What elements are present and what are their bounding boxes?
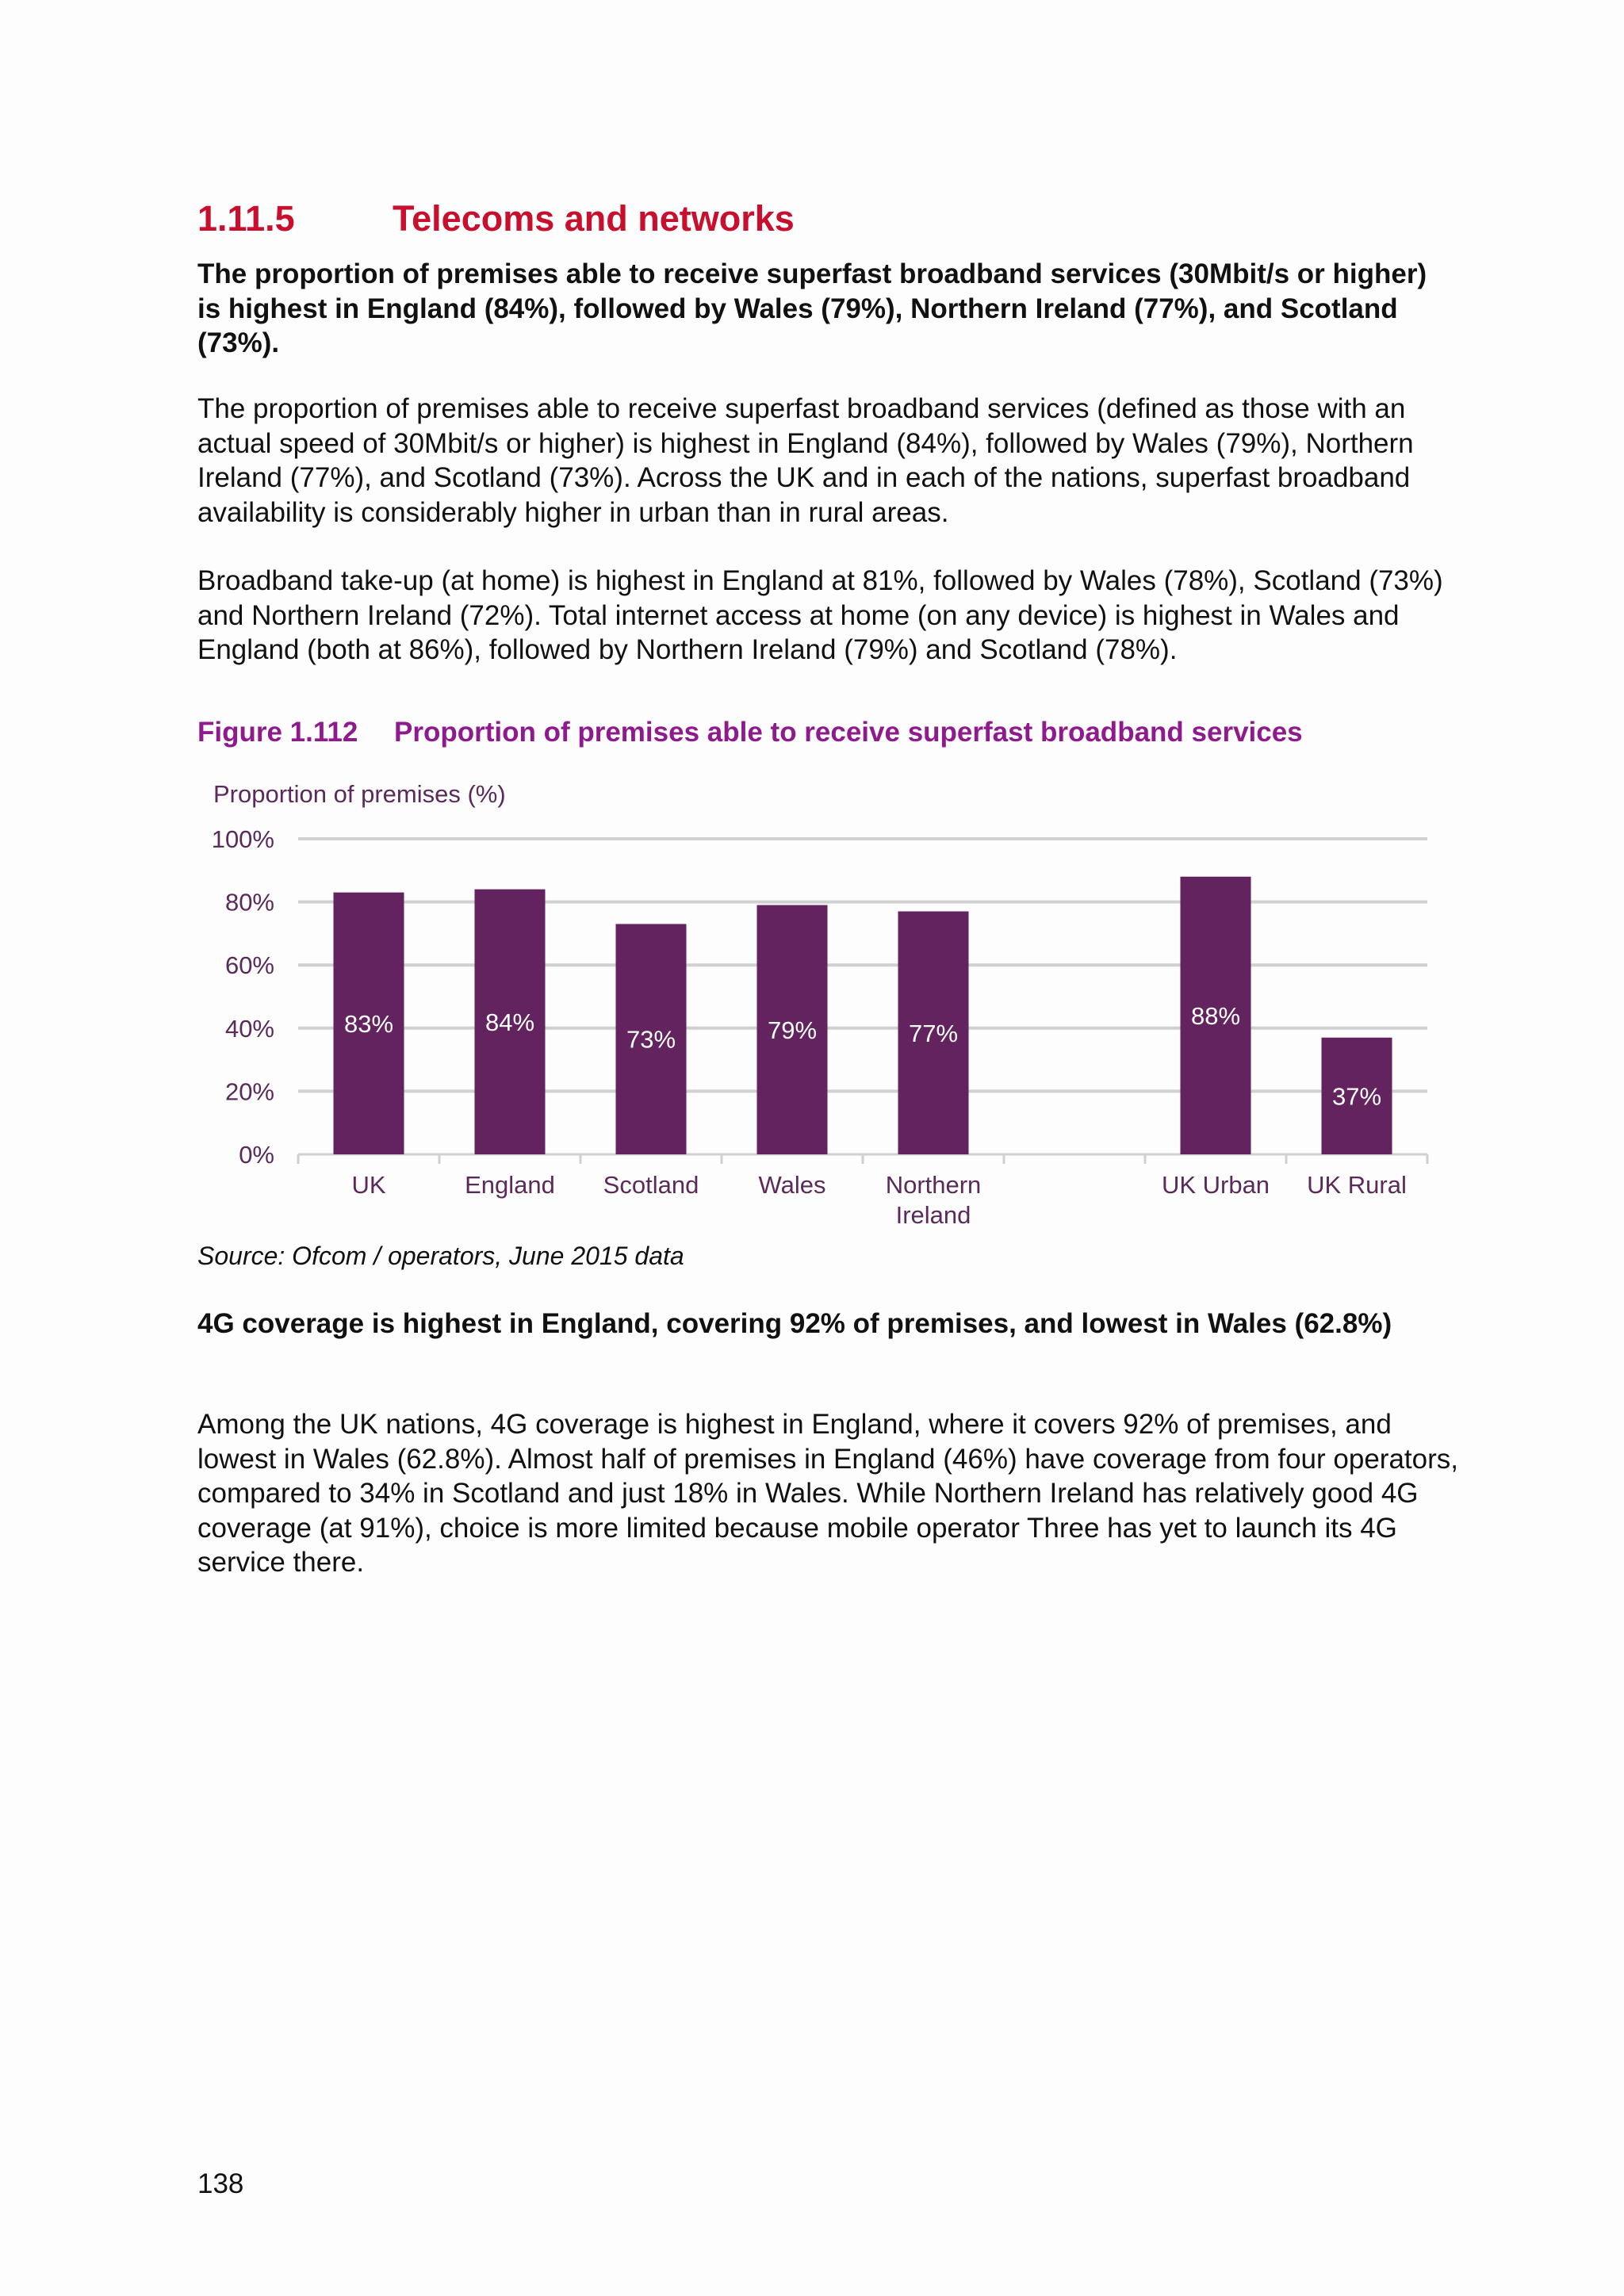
bar [898,911,969,1154]
lead-paragraph: The proportion of premises able to recei… [197,258,1427,358]
data-label: 37% [1332,1082,1381,1110]
data-label: 88% [1191,1002,1240,1030]
y-tick-label: 40% [225,1015,274,1043]
page-number: 138 [197,2168,244,2199]
x-tick-label: England [465,1171,555,1199]
x-tick-label: Wales [759,1171,826,1199]
x-tick-label: UK [351,1171,385,1199]
figure-source: Source: Ofcom / operators, June 2015 dat… [197,1242,684,1270]
data-label: 79% [768,1016,817,1044]
bar [1321,1037,1392,1154]
data-label: 77% [909,1020,958,1047]
data-label: 73% [626,1026,676,1054]
y-tick-label: 80% [225,889,274,916]
y-tick-label: 100% [212,825,274,853]
x-tick-label: UK Rural [1307,1171,1407,1199]
data-label: 83% [344,1010,393,1038]
x-tick-label: Scotland [603,1171,699,1199]
bar [474,889,546,1154]
body-paragraph-2: Broadband take-up (at home) is highest i… [197,565,1443,665]
x-tick-label: Ireland [896,1201,971,1229]
bar [1180,876,1251,1154]
section-heading: 1.11.5 Telecoms and networks [197,195,795,243]
y-axis-title: Proportion of premises (%) [213,780,506,808]
y-tick-label: 60% [225,951,274,979]
section-title: Telecoms and networks [393,198,795,239]
y-tick-label: 20% [225,1077,274,1105]
x-tick-label: UK Urban [1162,1171,1270,1199]
x-tick-label: Northern [886,1171,982,1199]
bar [333,892,404,1154]
bar [756,905,828,1154]
bar [615,924,687,1154]
lead-paragraph-2: 4G coverage is highest in England, cover… [197,1308,1392,1339]
y-tick-label: 0% [239,1141,274,1169]
body-paragraph-1: The proportion of premises able to recei… [197,393,1414,528]
section-number: 1.11.5 [197,198,295,239]
figure-number: Figure 1.112 [197,717,358,748]
figure-title: Proportion of premises able to receive s… [394,717,1303,748]
figure-caption: Figure 1.112 Proportion of premises able … [197,717,1303,748]
data-label: 84% [485,1008,534,1036]
bar-chart: Proportion of premises (%) 0% 20% 40% 60% 80%… [212,780,1429,1229]
body-paragraph-3: Among the UK nations, 4G coverage is hig… [197,1409,1458,1578]
